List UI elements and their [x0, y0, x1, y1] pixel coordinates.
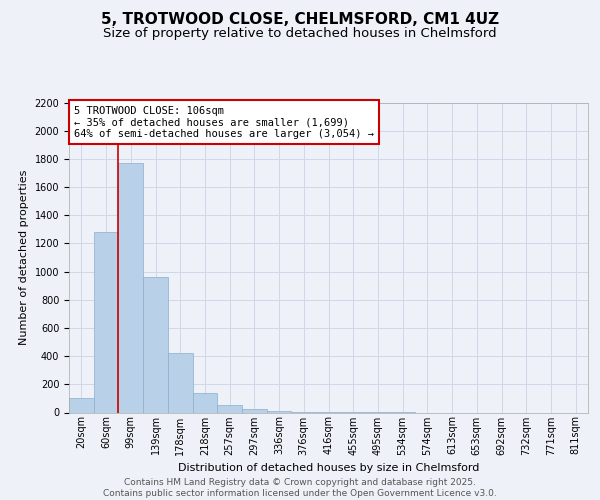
- X-axis label: Distribution of detached houses by size in Chelmsford: Distribution of detached houses by size …: [178, 463, 479, 473]
- Bar: [94, 232, 118, 412]
- Bar: [118, 163, 143, 412]
- Bar: [69, 398, 94, 412]
- Text: Size of property relative to detached houses in Chelmsford: Size of property relative to detached ho…: [103, 28, 497, 40]
- Text: 5, TROTWOOD CLOSE, CHELMSFORD, CM1 4UZ: 5, TROTWOOD CLOSE, CHELMSFORD, CM1 4UZ: [101, 12, 499, 28]
- Bar: [193, 393, 217, 412]
- Bar: [168, 354, 193, 412]
- Bar: [217, 406, 242, 412]
- Bar: [242, 409, 267, 412]
- Text: Contains HM Land Registry data © Crown copyright and database right 2025.
Contai: Contains HM Land Registry data © Crown c…: [103, 478, 497, 498]
- Text: 5 TROTWOOD CLOSE: 106sqm
← 35% of detached houses are smaller (1,699)
64% of sem: 5 TROTWOOD CLOSE: 106sqm ← 35% of detach…: [74, 106, 374, 139]
- Y-axis label: Number of detached properties: Number of detached properties: [19, 170, 29, 345]
- Bar: [143, 277, 168, 412]
- Bar: [267, 411, 292, 412]
